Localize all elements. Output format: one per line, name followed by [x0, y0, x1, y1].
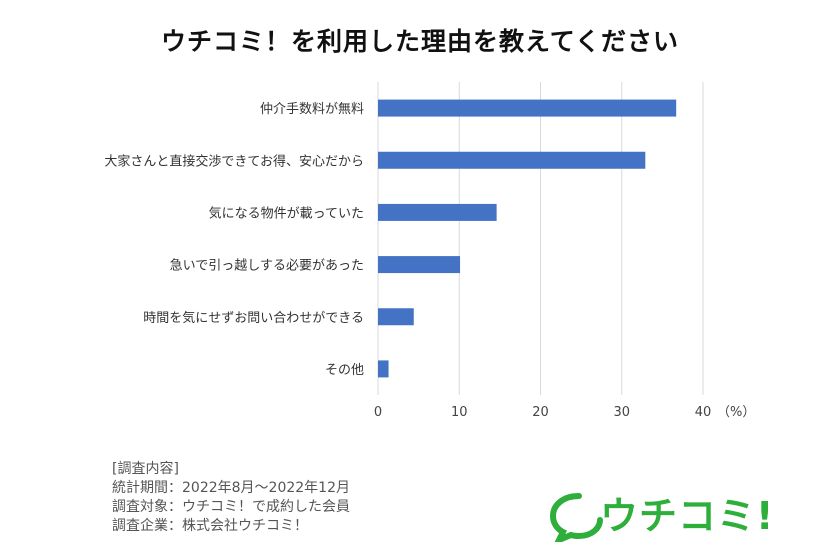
bars — [378, 99, 677, 378]
bar-3 — [378, 256, 461, 274]
category-label-2: 気になる物件が載っていた — [209, 205, 364, 221]
notes-heading: [調査内容] — [112, 461, 179, 477]
speech-bubble-icon — [550, 493, 603, 542]
x-tick-label-0: 0 — [374, 405, 382, 420]
uchikomi-logo: ウチコミ! — [550, 488, 790, 544]
x-tick-labels: 0 10 20 30 40 — [374, 405, 711, 420]
x-tick-label-10: 10 — [451, 405, 468, 420]
notes-target: 調査対象：ウチコミ！で成約した会員 — [112, 499, 350, 515]
notes-company: 調査企業：株式会社ウチコミ！ — [112, 518, 308, 534]
x-tick-label-40: 40 — [695, 405, 712, 420]
category-label-3: 急いで引っ越しする必要があった — [170, 259, 364, 274]
category-label-5: その他 — [325, 363, 364, 378]
x-tick-label-30: 30 — [613, 405, 630, 420]
x-axis-unit-label: （%） — [717, 405, 755, 420]
gridlines — [377, 82, 704, 395]
notes-period: 統計期間：2022年8月〜2022年12月 — [112, 480, 350, 496]
bar-4 — [378, 308, 414, 326]
category-label-4: 時間を気にせずお問い合わせができる — [143, 310, 364, 326]
bar-5 — [378, 360, 389, 378]
chart-title: ウチコミ！を利用した理由を教えてください — [160, 27, 679, 56]
bar-1 — [378, 151, 646, 169]
bar-0 — [378, 99, 677, 117]
bar-2 — [378, 203, 497, 221]
x-tick-label-20: 20 — [532, 405, 549, 420]
category-label-1: 大家さんと直接交渉できてお得、安心だから — [104, 153, 364, 169]
category-labels: 仲介手数料が無料大家さんと直接交渉できてお得、安心だから気になる物件が載っていた… — [104, 102, 364, 378]
logo-text: ウチコミ! — [600, 494, 775, 538]
category-label-0: 仲介手数料が無料 — [260, 102, 364, 117]
bar-chart: 仲介手数料が無料大家さんと直接交渉できてお得、安心だから気になる物件が載っていた… — [104, 82, 755, 420]
survey-notes: [調査内容] 統計期間：2022年8月〜2022年12月 調査対象：ウチコミ！で… — [112, 460, 350, 536]
